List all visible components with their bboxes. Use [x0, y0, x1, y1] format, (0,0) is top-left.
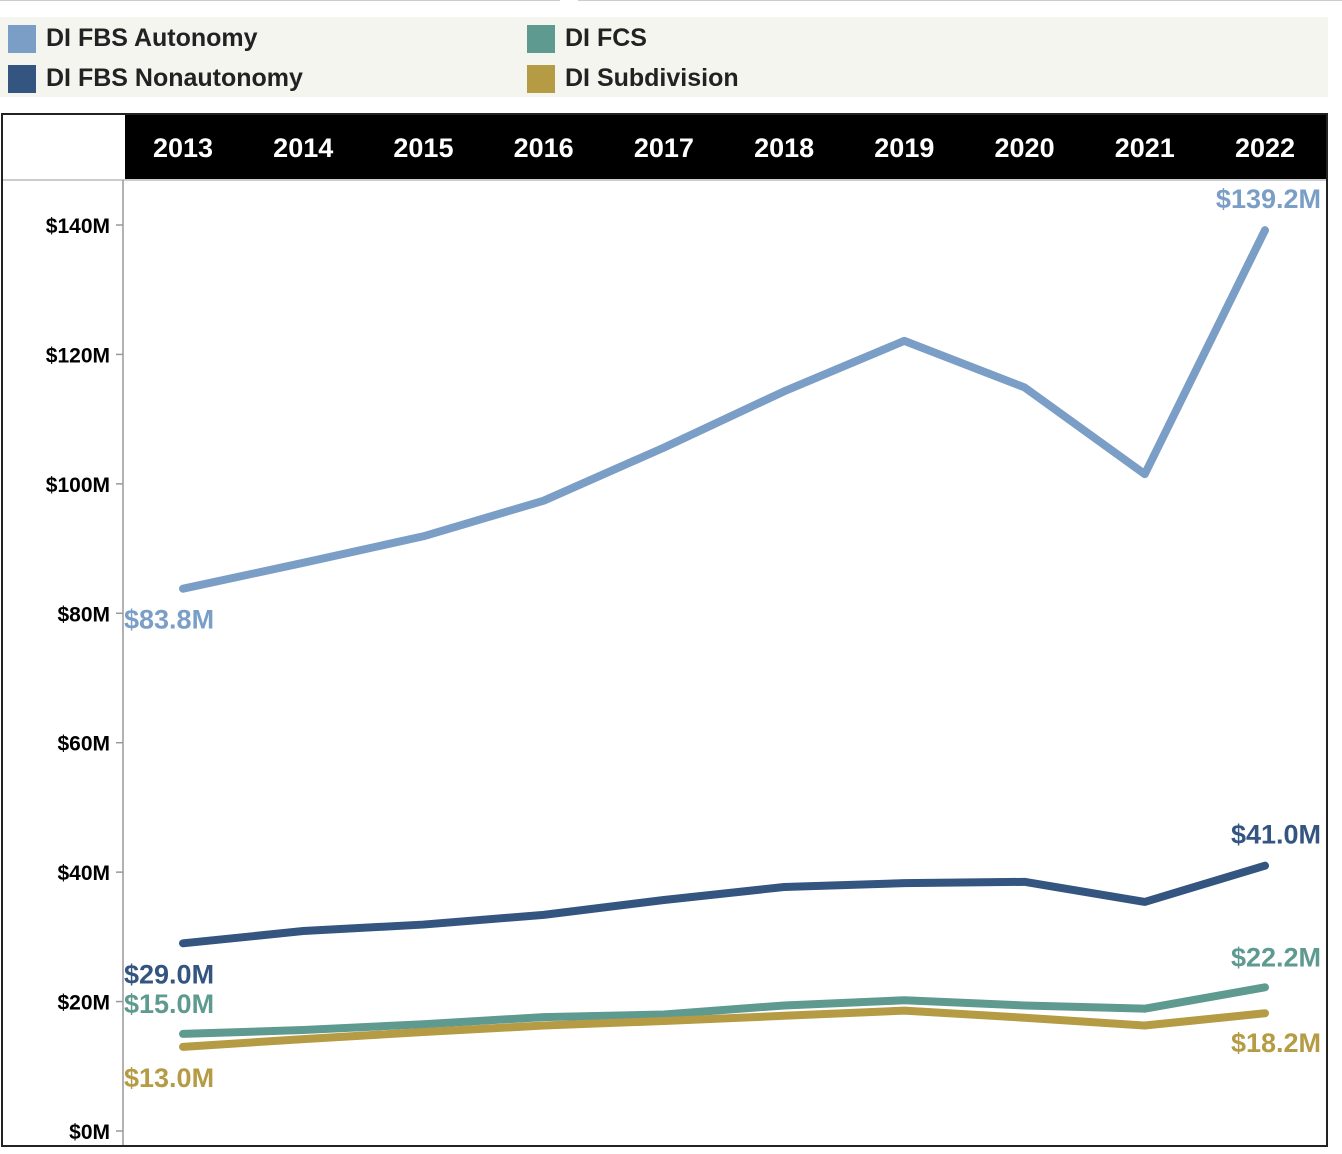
legend-swatch — [527, 64, 555, 93]
legend-swatch — [8, 24, 36, 53]
x-tick-label: 2014 — [273, 133, 333, 163]
x-tick-label: 2022 — [1235, 133, 1295, 163]
x-tick-label: 2015 — [393, 133, 453, 163]
x-tick-label: 2018 — [754, 133, 814, 163]
data-label-end: $22.2M — [1231, 942, 1321, 972]
y-tick-label: $60M — [57, 733, 110, 756]
legend-swatch — [8, 64, 36, 93]
y-tick-label: $120M — [46, 344, 110, 367]
legend-item-subdivision[interactable]: DI Subdivision — [527, 64, 739, 93]
y-tick-label: $80M — [57, 603, 110, 626]
legend-item-fbs-nonautonomy[interactable]: DI FBS Nonautonomy — [8, 64, 303, 93]
data-label-start: $15.0M — [124, 989, 214, 1019]
data-label-start: $83.8M — [124, 605, 214, 635]
data-label-start: $13.0M — [124, 1063, 214, 1093]
x-tick-label: 2019 — [874, 133, 934, 163]
data-label-end: $139.2M — [1216, 184, 1321, 214]
y-tick-label: $20M — [57, 992, 110, 1015]
y-tick-label: $100M — [46, 474, 110, 497]
series-line-di-fbs-nonautonomy[interactable] — [179, 861, 1269, 948]
top-divider-left — [0, 0, 560, 1]
legend-label: DI Subdivision — [565, 64, 739, 92]
x-tick-label: 2017 — [634, 133, 694, 163]
legend-item-fcs[interactable]: DI FCS — [527, 24, 647, 53]
legend: DI FBS Autonomy DI FBS Nonautonomy DI FC… — [0, 17, 1328, 97]
x-tick-label: 2016 — [514, 133, 574, 163]
chart-frame — [1, 113, 1328, 1147]
top-divider-right — [578, 0, 1342, 1]
y-tick-label: $140M — [46, 215, 110, 238]
legend-swatch — [527, 24, 555, 53]
x-tick-label: 2013 — [153, 133, 213, 163]
legend-item-fbs-autonomy[interactable]: DI FBS Autonomy — [8, 24, 258, 53]
data-label-start: $29.0M — [124, 959, 214, 989]
series-line-di-fcs[interactable] — [179, 983, 1269, 1038]
data-label-end: $18.2M — [1231, 1028, 1321, 1058]
legend-label: DI FCS — [565, 24, 647, 52]
legend-label: DI FBS Autonomy — [46, 24, 258, 52]
legend-label: DI FBS Nonautonomy — [46, 64, 303, 92]
series-line-di-fbs-autonomy[interactable] — [179, 226, 1269, 593]
x-tick-label: 2021 — [1115, 133, 1175, 163]
year-header-band — [125, 115, 1326, 179]
x-tick-label: 2020 — [995, 133, 1055, 163]
data-label-end: $41.0M — [1231, 820, 1321, 850]
y-tick-label: $0M — [69, 1121, 110, 1144]
series-line-di-subdivision[interactable] — [179, 1006, 1269, 1051]
y-tick-label: $40M — [57, 862, 110, 885]
